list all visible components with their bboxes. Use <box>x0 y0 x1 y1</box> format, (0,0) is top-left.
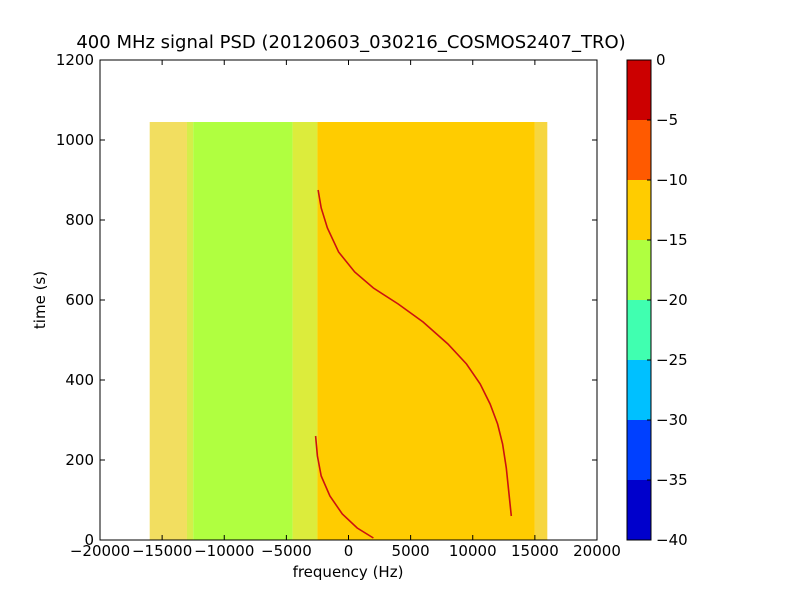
x-tick-label: 10000 <box>449 542 497 560</box>
y-tick-label: 600 <box>65 291 94 309</box>
spectrum-band <box>534 122 548 540</box>
colorbar-tick-label: −25 <box>656 351 688 369</box>
colorbar-tick-label: −10 <box>656 171 688 189</box>
colorbar-tick-label: −35 <box>656 471 688 489</box>
colorbar-segment <box>627 60 651 120</box>
spectrum-band <box>186 122 194 540</box>
x-axis: −20000 −15000 −10000 −5000 0 5000 10000 15000 20… <box>70 60 621 560</box>
colorbar-segment <box>627 480 651 540</box>
colorbar-tick-label: −5 <box>656 111 678 129</box>
colorbar-segment <box>627 360 651 420</box>
x-tick-label: 0 <box>344 542 354 560</box>
spectrum-band <box>149 122 187 540</box>
doppler-trace-1 <box>317 189 513 517</box>
x-tick-label: 5000 <box>392 542 430 560</box>
spectrum-band <box>193 122 293 540</box>
colorbar-tick-label: −15 <box>656 231 688 249</box>
colorbar: −40 −35 −30 −25 −20 −15 −10 −5 0 <box>626 51 688 549</box>
colorbar-tick-label: −20 <box>656 291 688 309</box>
y-tick-label: 200 <box>65 451 94 469</box>
colorbar-segment <box>627 180 651 240</box>
x-axis-title: frequency (Hz) <box>293 563 404 581</box>
x-tick-label: 20000 <box>573 542 621 560</box>
chart-title: 400 MHz signal PSD (20120603_030216_COSM… <box>76 32 625 53</box>
y-tick-label: 800 <box>65 211 94 229</box>
colorbar-segment <box>627 120 651 180</box>
colorbar-tick-label: −40 <box>656 531 688 549</box>
doppler-trace-2 <box>314 435 374 539</box>
colorbar-tick-label: 0 <box>656 51 666 69</box>
colorbar-tick-label: −30 <box>656 411 688 429</box>
y-axis: 0 200 400 600 800 1000 1200 <box>56 51 597 549</box>
y-tick-label: 1000 <box>56 131 94 149</box>
x-tick-label: −10000 <box>194 542 254 560</box>
plot-area <box>149 122 548 540</box>
colorbar-segment <box>627 420 651 480</box>
y-tick-label: 1200 <box>56 51 94 69</box>
colorbar-segment <box>627 240 651 300</box>
x-tick-label: −20000 <box>70 542 130 560</box>
spectrum-band <box>317 122 535 540</box>
y-tick-label: 400 <box>65 371 94 389</box>
x-tick-label: −5000 <box>261 542 312 560</box>
colorbar-segment <box>627 300 651 360</box>
x-tick-label: 15000 <box>511 542 559 560</box>
y-axis-title: time (s) <box>31 271 49 329</box>
x-tick-label: −15000 <box>132 542 192 560</box>
y-tick-label: 0 <box>84 531 94 549</box>
spectrum-band <box>292 122 318 540</box>
